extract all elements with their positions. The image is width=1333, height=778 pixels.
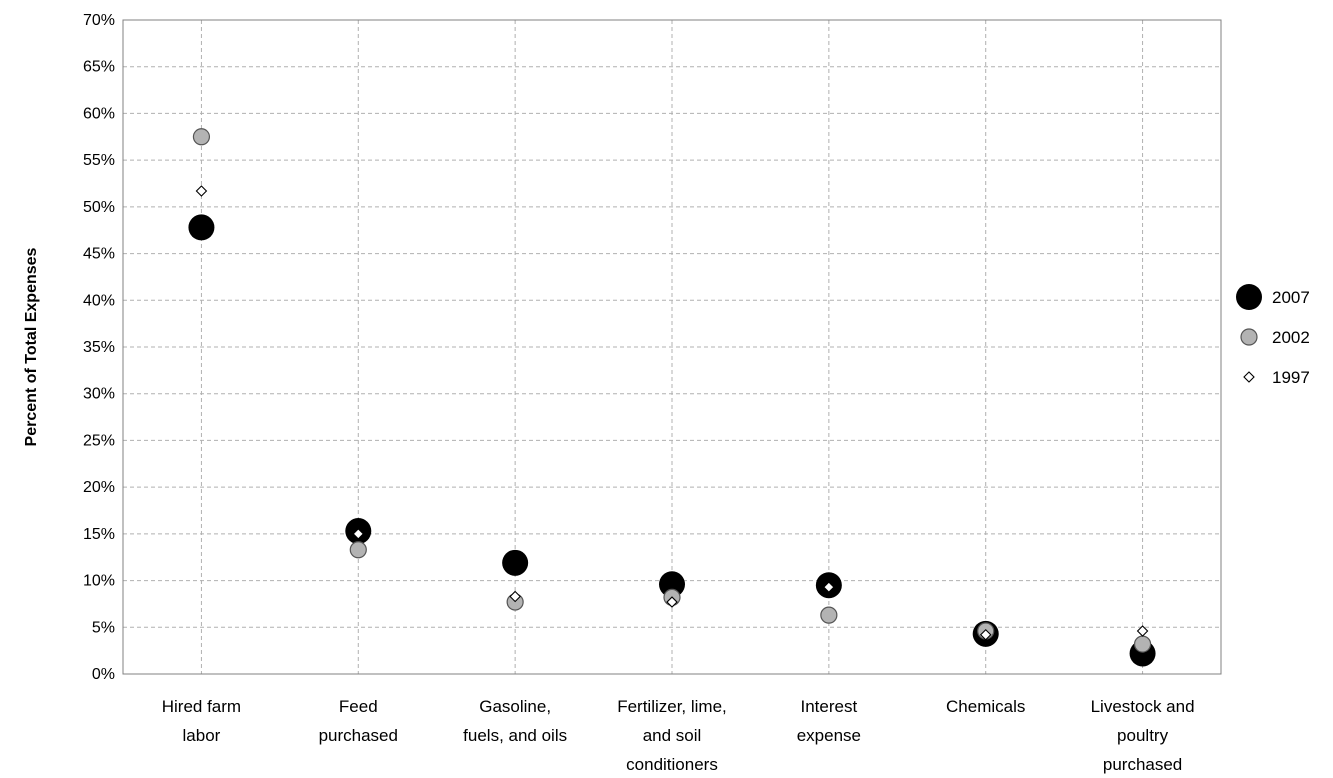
y-tick-label: 60%: [83, 105, 115, 122]
x-tick-label: Chemicals: [946, 697, 1025, 716]
point-1997: [195, 185, 208, 197]
legend-label-1997: 1997: [1272, 368, 1310, 387]
y-axis: 0% 5% 10% 15% 20% 25% 30% 35% 40% 45% 50% 55% 60% 65%…: [83, 12, 115, 683]
y-tick-label: 20%: [83, 479, 115, 496]
y-tick-label: 30%: [83, 386, 115, 403]
point-2002: [820, 606, 838, 624]
legend-marker-1997: [1243, 371, 1255, 383]
y-tick-label: 70%: [83, 12, 115, 29]
point-1997: [666, 596, 678, 608]
legend-marker-2002: [1240, 328, 1258, 346]
y-tick-label: 65%: [83, 59, 115, 76]
point-2002: [1133, 635, 1152, 653]
y-tick-label: 10%: [83, 573, 115, 590]
y-tick-label: 15%: [83, 526, 115, 543]
point-2007: [659, 571, 685, 598]
plot-frame: [122, 19, 1222, 675]
x-axis: Hired farm labor Feed purchased Gasoline, fue…: [162, 697, 1195, 774]
legend-marker-2007: [1236, 284, 1262, 310]
x-tick-label: Interest expense: [797, 697, 861, 745]
x-tick-label: Livestock and poultry purchased: [1091, 697, 1195, 774]
x-tick-label: Fertilizer, lime, and soil conditioners: [617, 697, 727, 774]
x-tick-label: Feed purchased: [319, 697, 398, 745]
point-1997: [352, 528, 365, 540]
y-axis-label: Percent of Total Expenses: [23, 247, 40, 446]
legend-label-2007: 2007: [1272, 288, 1310, 307]
y-tick-label: 45%: [83, 246, 115, 263]
y-tick-label: 25%: [83, 432, 115, 449]
y-tick-label: 5%: [92, 619, 115, 636]
point-2002: [349, 541, 367, 559]
point-1997: [979, 628, 992, 641]
y-tick-label: 0%: [92, 666, 115, 683]
x-tick-label: Hired farm labor: [162, 697, 241, 745]
x-tick-label: Gasoline, fuels, and oils: [463, 697, 567, 745]
data-points: [188, 128, 1156, 667]
y-tick-label: 55%: [83, 152, 115, 169]
point-1997: [823, 581, 835, 593]
point-2007: [188, 214, 215, 241]
y-tick-label: 35%: [83, 339, 115, 356]
point-2007: [502, 549, 529, 576]
y-tick-label: 50%: [83, 199, 115, 216]
legend: 2007 2002 1997: [1236, 284, 1310, 387]
point-2002: [192, 128, 211, 146]
point-1997: [509, 590, 521, 603]
y-tick-label: 40%: [83, 292, 115, 309]
point-1997: [1136, 625, 1149, 637]
legend-label-2002: 2002: [1272, 328, 1310, 347]
